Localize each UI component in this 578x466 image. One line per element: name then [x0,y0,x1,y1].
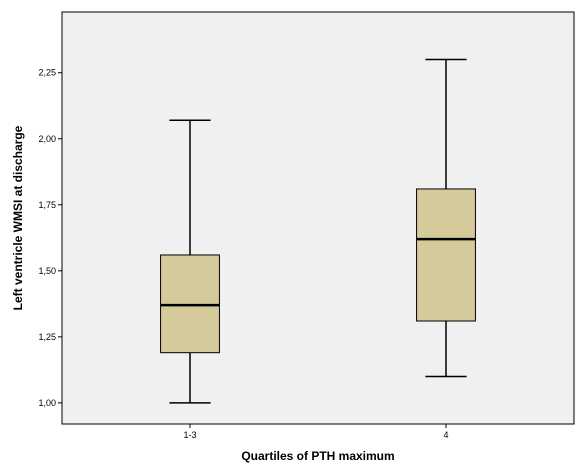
y-tick-label: 2,00 [38,134,56,144]
iqr-box [160,254,220,354]
y-axis: 1,00 1,25 1,50 1,75 2,00 2,25 [38,68,62,408]
x-axis-title: Quartiles of PTH maximum [241,449,394,463]
x-tick-label: 1-3 [183,430,196,440]
iqr-box [416,188,476,322]
y-tick-label: 2,25 [38,68,56,78]
box-4 [416,58,476,378]
box-series [160,58,476,404]
y-tick-label: 1,50 [38,266,56,276]
y-axis-title: Left ventricle WMSI at discharge [11,125,25,310]
y-tick-label: 1,75 [38,200,56,210]
y-tick-label: 1,00 [38,398,56,408]
x-axis: 1-3 4 [183,424,449,440]
y-tick-label: 1,25 [38,332,56,342]
box-1-3 [160,119,220,404]
x-tick-label: 4 [443,430,448,440]
plot-area [61,11,575,425]
